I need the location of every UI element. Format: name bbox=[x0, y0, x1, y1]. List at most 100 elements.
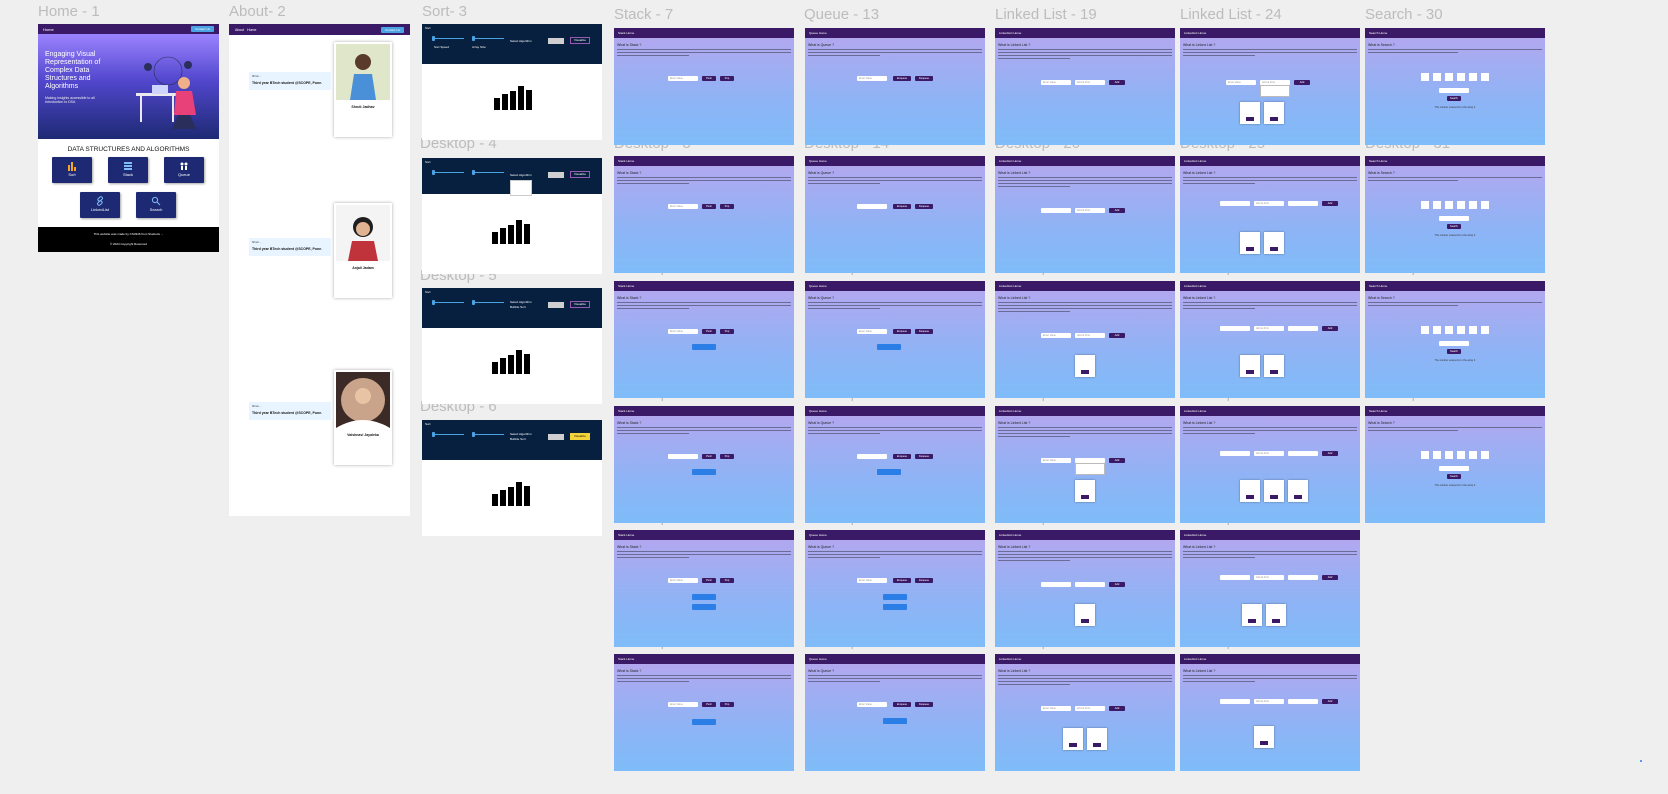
push-button[interactable]: Push bbox=[702, 702, 716, 707]
value-input[interactable]: Enter Value bbox=[668, 204, 698, 209]
speed-slider-knob[interactable] bbox=[432, 300, 435, 305]
linkedlist-frame-26[interactable]: LinkedList Home What is Linked List ? Ad… bbox=[1180, 281, 1360, 398]
visualize-button[interactable]: Visualize bbox=[570, 37, 590, 44]
linkedlist-frame-21[interactable]: LinkedList Home What is Linked List ? En… bbox=[995, 281, 1175, 398]
position-select[interactable]: Add at First bbox=[1254, 575, 1284, 580]
speed-slider-knob[interactable] bbox=[432, 432, 435, 437]
search-button[interactable]: Search bbox=[1447, 224, 1461, 229]
ll-nav-links[interactable]: LinkedList Home bbox=[999, 284, 1022, 288]
queue-nav-links[interactable]: Queue Home bbox=[809, 409, 827, 413]
push-button[interactable]: Push bbox=[702, 204, 716, 209]
dequeue-button[interactable]: Dequeue bbox=[915, 454, 933, 459]
value-input[interactable]: Enter Value bbox=[668, 578, 698, 583]
node-delete-button[interactable] bbox=[1294, 495, 1302, 499]
linkedlist-frame-20[interactable]: LinkedList Home What is Linked List ? Ad… bbox=[995, 156, 1175, 273]
search-button[interactable]: Search bbox=[1447, 474, 1461, 479]
value-input[interactable]: Enter Value bbox=[1041, 458, 1071, 463]
queue-nav-links[interactable]: Queue Home bbox=[809, 657, 827, 661]
linkedlist-frame-27[interactable]: LinkedList Home What is Linked List ? Ad… bbox=[1180, 406, 1360, 523]
stack-nav-links[interactable]: Stack Home bbox=[618, 31, 635, 35]
ll-nav-links[interactable]: LinkedList Home bbox=[1184, 409, 1207, 413]
enqueue-button[interactable]: Enqueue bbox=[893, 454, 911, 459]
about-frame[interactable]: About Home Contact Us Shruti ... Third y… bbox=[229, 24, 410, 516]
pop-button[interactable]: Pop bbox=[720, 454, 734, 459]
search-card[interactable]: Search bbox=[136, 192, 176, 218]
size-slider-knob[interactable] bbox=[472, 170, 475, 175]
stack-frame-8[interactable]: Stack Home What is Stack ? Enter Value P… bbox=[614, 156, 794, 273]
value-input[interactable]: Enter Value bbox=[857, 578, 887, 583]
nav-home-link[interactable]: Home bbox=[43, 26, 54, 32]
size-slider[interactable] bbox=[472, 38, 504, 39]
pop-button[interactable]: Pop bbox=[720, 578, 734, 583]
visualize-button[interactable]: Visualize bbox=[570, 301, 590, 308]
queue-nav-links[interactable]: Queue Home bbox=[809, 284, 827, 288]
algorithm-select[interactable]: Select Algorithm bbox=[510, 39, 532, 43]
speed-slider-knob[interactable] bbox=[432, 170, 435, 175]
value-input[interactable] bbox=[1220, 201, 1250, 206]
frame-label-about[interactable]: About- 2 bbox=[229, 3, 286, 20]
speed-slider[interactable] bbox=[432, 172, 464, 173]
search-button[interactable]: Search bbox=[1447, 349, 1461, 354]
queue-frame-14[interactable]: Queue Home What is Queue ? Enqueue Deque… bbox=[805, 156, 985, 273]
algorithm-select[interactable]: Select Algorithm bbox=[510, 432, 532, 436]
position-select[interactable]: Add at First bbox=[1254, 699, 1284, 704]
search-input[interactable] bbox=[1439, 216, 1469, 221]
add-button[interactable]: Add bbox=[1109, 80, 1125, 85]
value-input[interactable]: Enter Value bbox=[857, 329, 887, 334]
value-input[interactable]: Enter Value bbox=[857, 76, 887, 81]
node-delete-button[interactable] bbox=[1069, 743, 1077, 747]
linkedlist-frame-24b[interactable]: LinkedList Home What is Linked List ? En… bbox=[1180, 28, 1360, 145]
node-delete-button[interactable] bbox=[1246, 495, 1254, 499]
contact-us-button[interactable]: Contact Us bbox=[191, 26, 214, 32]
contact-us-button[interactable]: Contact Us bbox=[381, 26, 404, 33]
position-select[interactable]: Add at First bbox=[1254, 451, 1284, 456]
stack-nav-links[interactable]: Stack Home bbox=[618, 159, 635, 163]
search-frame-33[interactable]: Search Home What is Search ? Search The … bbox=[1365, 406, 1545, 523]
search-frame-32[interactable]: Search Home What is Search ? Search The … bbox=[1365, 281, 1545, 398]
queue-frame-17[interactable]: Queue Home What is Queue ? Enter Value E… bbox=[805, 530, 985, 647]
sort-frame-6[interactable]: Sort Select Algorithm Bubble Sort Visual… bbox=[422, 420, 602, 536]
value-input[interactable] bbox=[1041, 208, 1071, 213]
size-slider-knob[interactable] bbox=[472, 432, 475, 437]
node-delete-button[interactable] bbox=[1270, 247, 1278, 251]
linkedlist-frame-29[interactable]: LinkedList Home What is Linked List ? Ad… bbox=[1180, 654, 1360, 771]
dequeue-button[interactable]: Dequeue bbox=[915, 578, 933, 583]
search-nav-links[interactable]: Search Home bbox=[1369, 159, 1388, 163]
position-select[interactable]: Add at First bbox=[1075, 80, 1105, 85]
stack-frame-7[interactable]: Stack Home What is Stack ? Enter Value P… bbox=[614, 28, 794, 145]
home-frame[interactable]: Home Contact Us Engaging Visual Represen… bbox=[38, 24, 219, 252]
add-button[interactable]: Add bbox=[1109, 706, 1125, 711]
value-input[interactable] bbox=[857, 454, 887, 459]
algorithm-dropdown[interactable] bbox=[548, 172, 564, 178]
algorithm-select[interactable]: Select Algorithm bbox=[510, 173, 532, 177]
add-button[interactable]: Add bbox=[1322, 201, 1338, 206]
node-delete-button[interactable] bbox=[1246, 117, 1254, 121]
search-input[interactable] bbox=[1439, 88, 1469, 93]
position-select[interactable]: Add at First bbox=[1075, 208, 1105, 213]
position-select[interactable]: Add at First bbox=[1075, 333, 1105, 338]
enqueue-button[interactable]: Enqueue bbox=[893, 76, 911, 81]
speed-slider[interactable] bbox=[432, 434, 464, 435]
search-input[interactable] bbox=[1439, 341, 1469, 346]
index-input[interactable] bbox=[1288, 201, 1318, 206]
queue-frame-16[interactable]: Queue Home What is Queue ? Enqueue Deque… bbox=[805, 406, 985, 523]
add-button[interactable]: Add bbox=[1294, 80, 1310, 85]
stack-nav-links[interactable]: Stack Home bbox=[618, 657, 635, 661]
queue-card[interactable]: Queue bbox=[164, 157, 204, 183]
sort-frame-5[interactable]: Sort Select Algorithm Bubble Sort Visual… bbox=[422, 288, 602, 404]
linkedlist-frame-19[interactable]: LinkedList Home What is Linked List ? En… bbox=[995, 28, 1175, 145]
value-input[interactable] bbox=[857, 204, 887, 209]
stack-nav-links[interactable]: Stack Home bbox=[618, 533, 635, 537]
node-delete-button[interactable] bbox=[1081, 495, 1089, 499]
enqueue-button[interactable]: Enqueue bbox=[893, 702, 911, 707]
ll-nav-links[interactable]: LinkedList Home bbox=[999, 159, 1022, 163]
node-delete-button[interactable] bbox=[1270, 117, 1278, 121]
frame-label-stack[interactable]: Stack - 7 bbox=[614, 6, 674, 23]
value-input[interactable] bbox=[1220, 699, 1250, 704]
node-delete-button[interactable] bbox=[1270, 370, 1278, 374]
dequeue-button[interactable]: Dequeue bbox=[915, 329, 933, 334]
algorithm-dropdown[interactable] bbox=[548, 302, 564, 308]
value-input[interactable] bbox=[1220, 575, 1250, 580]
position-select[interactable]: Add at First bbox=[1254, 201, 1284, 206]
frame-label-home[interactable]: Home - 1 bbox=[38, 3, 100, 20]
